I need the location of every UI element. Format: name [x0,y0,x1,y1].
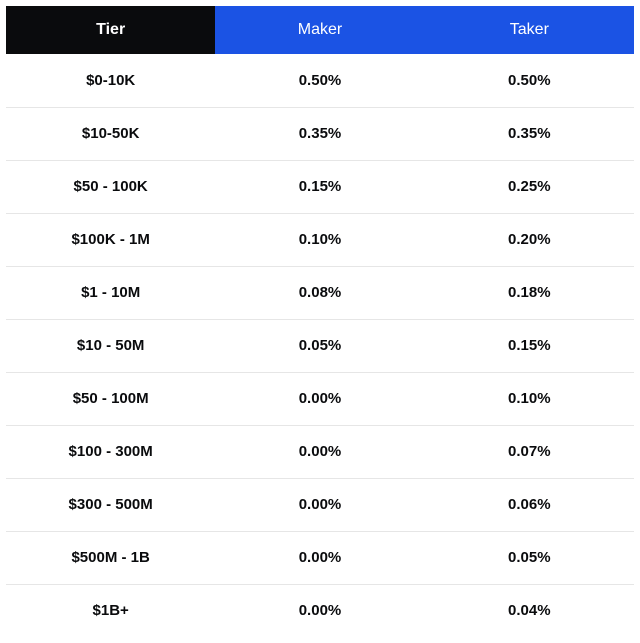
cell-taker: 0.10% [425,372,634,425]
cell-taker: 0.04% [425,584,634,637]
cell-maker: 0.15% [215,160,424,213]
cell-maker: 0.00% [215,372,424,425]
table-row: $500M - 1B 0.00% 0.05% [6,531,634,584]
table-row: $10-50K 0.35% 0.35% [6,107,634,160]
cell-taker: 0.25% [425,160,634,213]
cell-tier: $10 - 50M [6,319,215,372]
cell-taker: 0.35% [425,107,634,160]
cell-maker: 0.00% [215,584,424,637]
table-row: $1 - 10M 0.08% 0.18% [6,266,634,319]
cell-maker: 0.00% [215,531,424,584]
cell-tier: $0-10K [6,54,215,107]
cell-tier: $10-50K [6,107,215,160]
cell-maker: 0.35% [215,107,424,160]
cell-tier: $100 - 300M [6,425,215,478]
cell-tier: $50 - 100K [6,160,215,213]
cell-taker: 0.05% [425,531,634,584]
cell-maker: 0.00% [215,478,424,531]
cell-tier: $500M - 1B [6,531,215,584]
column-header-tier: Tier [6,6,215,54]
cell-maker: 0.50% [215,54,424,107]
cell-tier: $100K - 1M [6,213,215,266]
cell-maker: 0.10% [215,213,424,266]
table-row: $300 - 500M 0.00% 0.06% [6,478,634,531]
table-row: $50 - 100K 0.15% 0.25% [6,160,634,213]
cell-tier: $300 - 500M [6,478,215,531]
cell-taker: 0.18% [425,266,634,319]
cell-tier: $50 - 100M [6,372,215,425]
table-row: $50 - 100M 0.00% 0.10% [6,372,634,425]
cell-maker: 0.00% [215,425,424,478]
table-row: $0-10K 0.50% 0.50% [6,54,634,107]
table-row: $100K - 1M 0.10% 0.20% [6,213,634,266]
fee-table-container: Tier Maker Taker $0-10K 0.50% 0.50% $10-… [0,0,640,643]
cell-taker: 0.50% [425,54,634,107]
column-header-taker: Taker [425,6,634,54]
cell-tier: $1 - 10M [6,266,215,319]
cell-taker: 0.20% [425,213,634,266]
table-row: $1B+ 0.00% 0.04% [6,584,634,637]
table-row: $10 - 50M 0.05% 0.15% [6,319,634,372]
table-row: $100 - 300M 0.00% 0.07% [6,425,634,478]
column-header-maker: Maker [215,6,424,54]
fee-table: Tier Maker Taker $0-10K 0.50% 0.50% $10-… [6,6,634,637]
cell-maker: 0.05% [215,319,424,372]
cell-maker: 0.08% [215,266,424,319]
cell-taker: 0.07% [425,425,634,478]
cell-tier: $1B+ [6,584,215,637]
cell-taker: 0.06% [425,478,634,531]
cell-taker: 0.15% [425,319,634,372]
table-header-row: Tier Maker Taker [6,6,634,54]
